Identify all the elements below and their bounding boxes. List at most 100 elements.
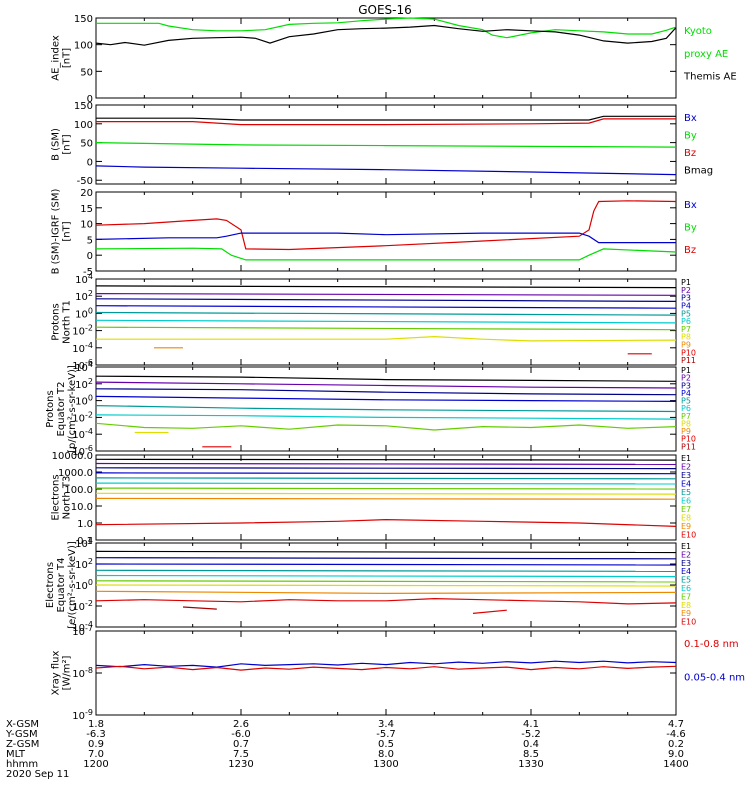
series-e6: [95, 580, 677, 583]
panel-enorth: 0.1 1.0 10.0 100.0 1000.0 10000.0 Electrons Nor…: [51, 451, 697, 547]
legend-item: E3: [681, 471, 691, 480]
x-row-value: 2.6: [233, 719, 249, 730]
legend-item: P8: [681, 333, 691, 342]
legend-item: E4: [681, 567, 691, 576]
x-row-label: MLT: [6, 749, 26, 760]
legend-item: E5: [681, 488, 691, 497]
series-bz: [95, 200, 677, 251]
y-axis-label: [e/(cm²-s-sr-keV)]: [67, 541, 78, 629]
series-p4: [95, 305, 677, 309]
legend-item: E2: [681, 550, 691, 559]
y-tick-label: 10-4: [72, 341, 93, 355]
series-p5: [95, 405, 677, 413]
legend-item: E7: [681, 505, 691, 514]
panel-frame: [95, 17, 677, 99]
y-tick-label: 10-9: [72, 708, 93, 722]
y-axis-label: Protons: [51, 303, 62, 340]
y-tick-label: -5: [83, 267, 93, 278]
y-tick-label: 150: [74, 101, 93, 112]
y-tick-label: 100: [75, 306, 93, 320]
x-row-value: -6.0: [231, 729, 251, 740]
x-row-value: -5.2: [521, 729, 541, 740]
legend-item: E1: [681, 454, 691, 463]
legend-item: E5: [681, 576, 691, 585]
y-axis-label: Equator T4: [56, 558, 67, 613]
y-tick-label: 10-7: [72, 624, 93, 638]
legend-item: 0.1-0.8 nm: [684, 639, 739, 650]
series-p7: [95, 326, 677, 331]
x-row-value: 0.2: [668, 739, 684, 750]
y-tick-label: 104: [75, 272, 93, 286]
series-p6: [95, 319, 677, 324]
y-tick-label: 1000.0: [58, 468, 93, 479]
legend-item: P4: [681, 389, 691, 398]
series-p7: [95, 422, 677, 431]
legend-item: P8: [681, 419, 691, 428]
legend-item: P11: [681, 442, 696, 451]
series-kyoto-proxy-ae: [96, 17, 677, 39]
legend-item: Bmag: [684, 166, 713, 177]
y-axis-label: Electrons: [51, 474, 62, 520]
series-p6: [95, 414, 677, 420]
panel-eeq: 10-4 10-2 100 102 104 Electrons Equator T4 [e/(…: [45, 536, 696, 634]
y-tick-label: 0: [87, 251, 93, 262]
y-tick-label: 10-6: [72, 358, 93, 372]
x-row-value: 1330: [518, 759, 543, 770]
y-axis-label: North T1: [62, 300, 73, 344]
series-e8: [95, 492, 677, 495]
y-tick-label: 10.0: [71, 502, 93, 513]
series-0-05-0-4-nm: [95, 660, 677, 668]
series-bx: [95, 165, 677, 176]
x-row-value: 1.8: [88, 719, 104, 730]
legend-item: P1: [681, 278, 691, 287]
x-row-value: 4.7: [668, 719, 684, 730]
y-tick-label: 10000.0: [52, 451, 93, 462]
series-p8: [96, 335, 677, 342]
legend-item: By: [684, 131, 697, 142]
series-e10: [182, 606, 217, 610]
x-row-value: 0.4: [523, 739, 539, 750]
series-p2: [95, 381, 677, 389]
x-row-label: X-GSM: [6, 719, 39, 730]
y-tick-label: 100: [75, 394, 93, 408]
y-tick-label: 10-2: [72, 410, 93, 424]
legend-item: P3: [681, 294, 691, 303]
x-row-value: 1230: [228, 759, 253, 770]
x-row-value: 7.5: [233, 749, 249, 760]
y-axis-label: Electrons: [45, 562, 56, 608]
legend-item: P5: [681, 397, 691, 406]
x-row-value: 1300: [373, 759, 398, 770]
legend-item: 0.05-0.4 nm: [684, 673, 745, 684]
series-by: [95, 142, 677, 148]
panel-peq: 10-6 10-4 10-2 100 102 104 Protons Equator T2 [p…: [45, 360, 696, 458]
series-e2: [95, 557, 677, 560]
legend-item: E10: [681, 531, 696, 540]
series-themis-ae: [95, 24, 677, 46]
series-e5: [95, 477, 677, 480]
y-axis-label: Xray flux: [51, 651, 62, 696]
x-row-value: -4.6: [666, 729, 686, 740]
series-by: [95, 247, 677, 261]
series-e10: [95, 518, 677, 527]
legend-item: P9: [681, 427, 691, 436]
y-tick-label: 50: [80, 139, 93, 150]
series-p3: [95, 298, 677, 302]
x-row-value: 0.5: [378, 739, 394, 750]
y-tick-label: 100: [75, 578, 93, 592]
legend-item: E9: [681, 522, 691, 531]
y-axis-label: B (SM): [51, 128, 62, 161]
series-p1: [95, 375, 677, 382]
y-axis-label: [nT]: [62, 134, 73, 154]
legend-item: E1: [681, 542, 691, 551]
date-label: 2020 Sep 11: [6, 769, 69, 780]
legend-item: Bz: [684, 245, 696, 256]
x-axis-labels: X-GSM 1.8 2.6 3.4 4.1 4.7 Y-GSM -6.3 -6.0 -5.7 -5.…: [5, 719, 689, 780]
x-row-label: Z-GSM: [6, 739, 39, 750]
y-tick-label: 104: [75, 360, 93, 374]
series-p3: [95, 388, 677, 396]
x-row-label: hhmm: [6, 759, 38, 770]
legend-item: P2: [681, 374, 691, 383]
y-tick-label: 102: [75, 557, 93, 571]
legend-item: P7: [681, 325, 691, 334]
